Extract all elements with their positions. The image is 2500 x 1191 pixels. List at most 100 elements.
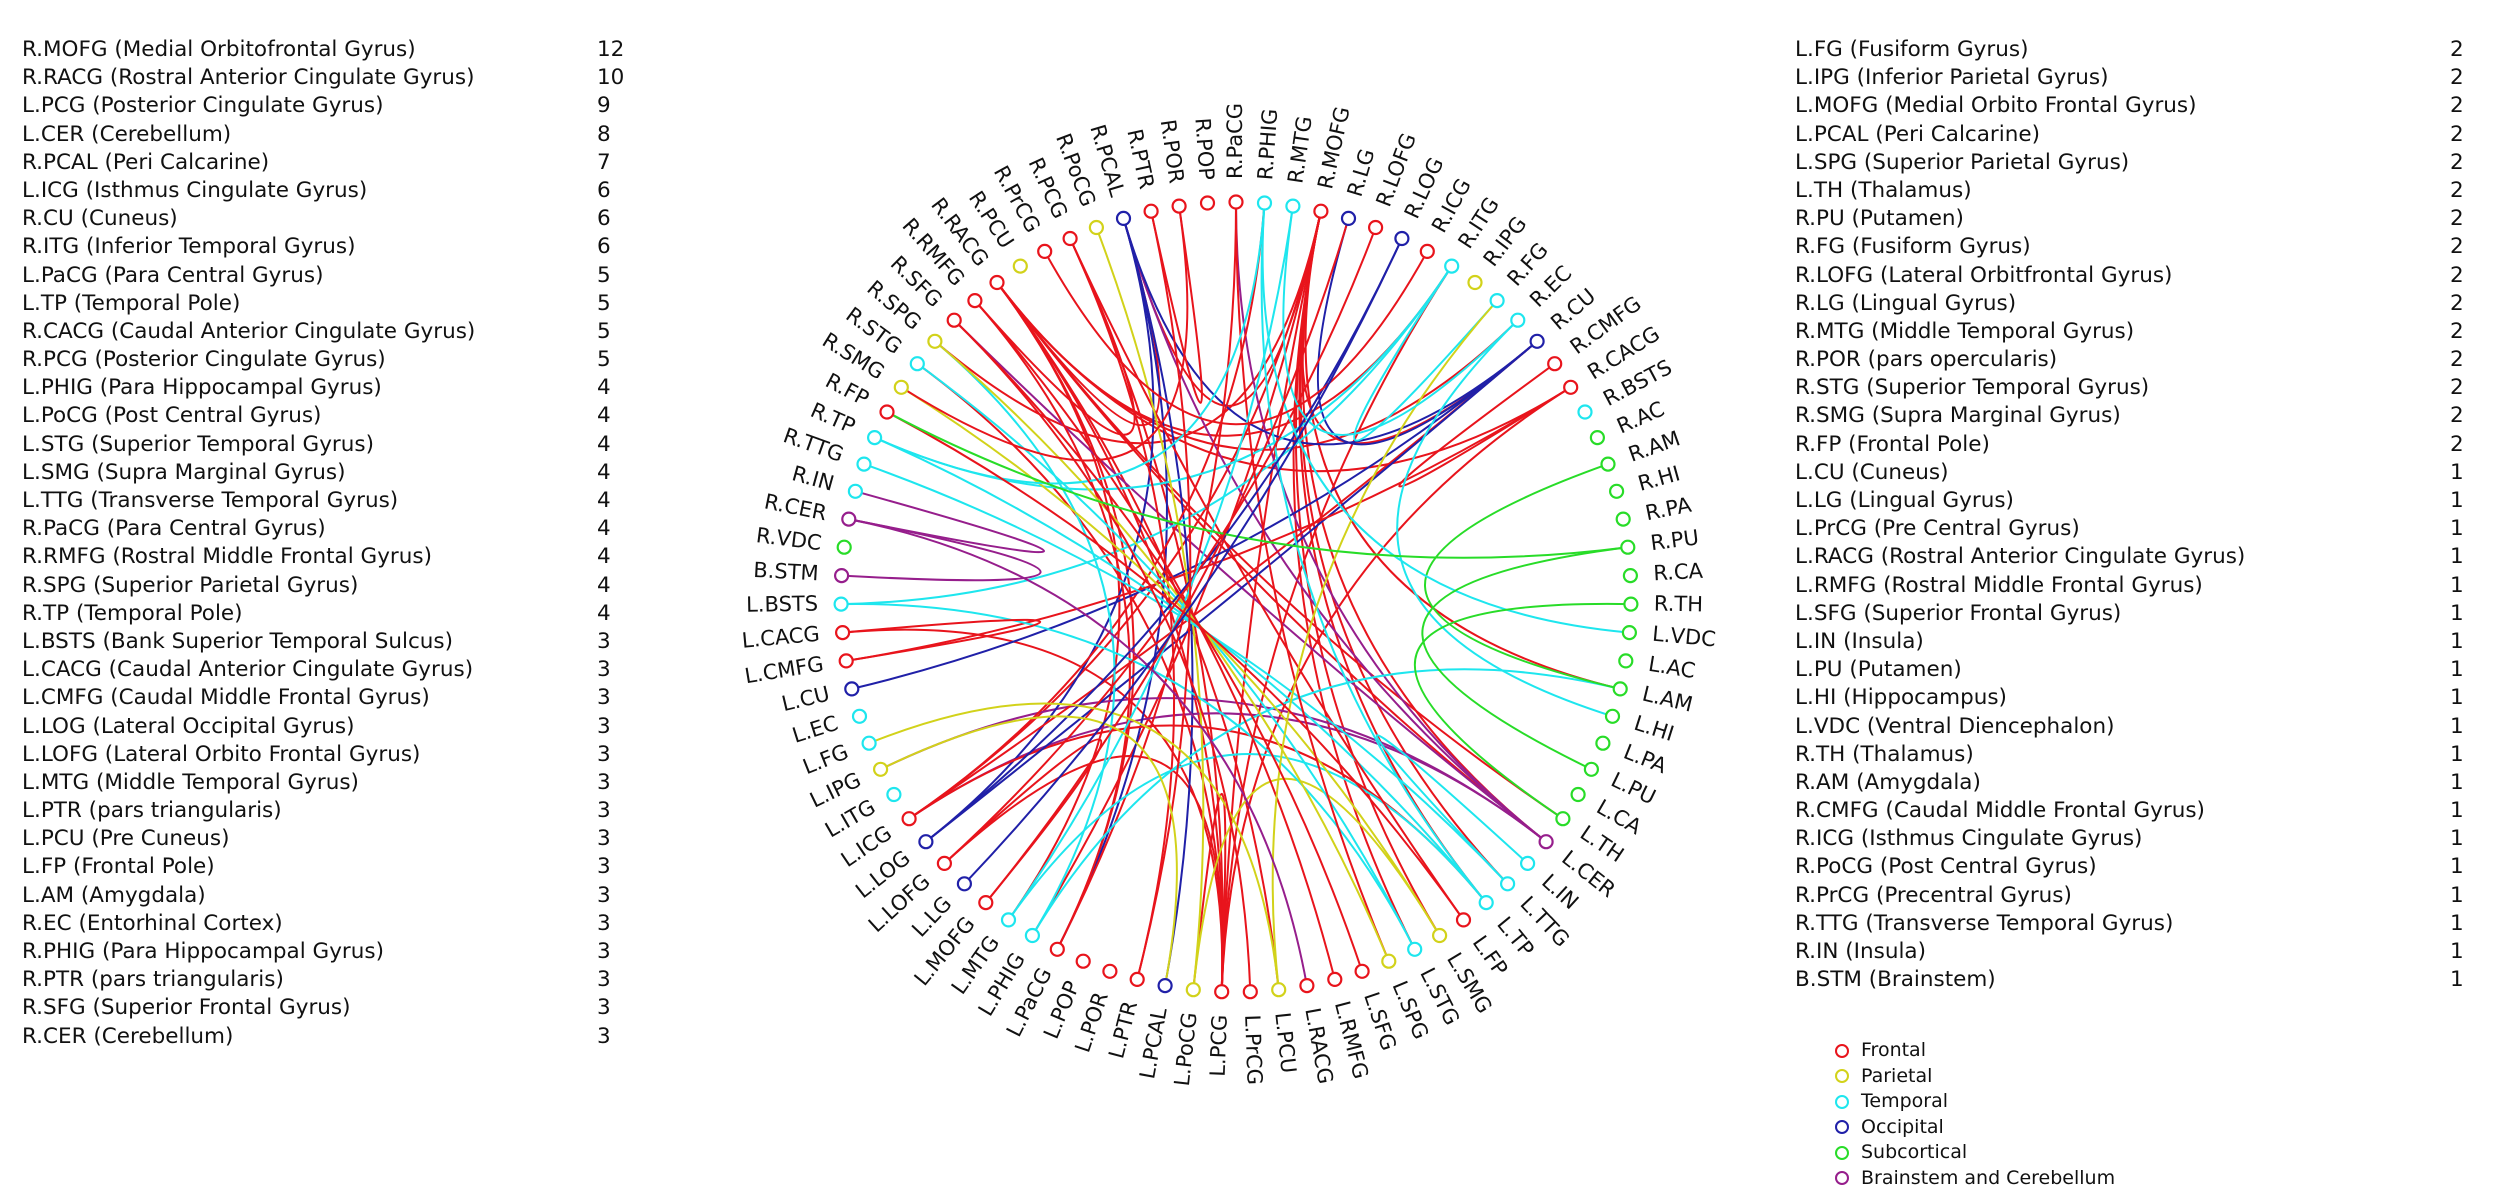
list-item: L.RMFG (Rostral Middle Frontal Gyrus) 1 bbox=[1795, 572, 2485, 600]
region-label: L.CU (Cuneus) bbox=[1795, 459, 1949, 485]
list-item: L.PTR (pars triangularis) 3 bbox=[22, 797, 632, 825]
list-item: L.AM (Amygdala) 3 bbox=[22, 882, 632, 910]
region-node bbox=[1214, 984, 1230, 1000]
list-item: R.TH (Thalamus) 1 bbox=[1795, 741, 2485, 769]
region-node bbox=[946, 312, 962, 328]
region-label: R.SMG (Supra Marginal Gyrus) bbox=[1795, 403, 2121, 429]
connection-edge bbox=[925, 340, 1538, 843]
region-node-label: L.AC bbox=[1647, 652, 1697, 683]
region-label: B.STM (Brainstem) bbox=[1795, 967, 1996, 993]
list-item: R.IN (Insula) 1 bbox=[1795, 938, 2485, 966]
region-node bbox=[1595, 735, 1611, 751]
connection-edge bbox=[1398, 362, 1572, 488]
region-label: L.PCAL (Peri Calcarine) bbox=[1795, 121, 2040, 147]
connection-edge bbox=[874, 202, 1266, 485]
region-node-label: R.HI bbox=[1635, 461, 1682, 496]
connection-count: 2 bbox=[2450, 177, 2464, 203]
connection-count: 2 bbox=[2450, 403, 2464, 429]
region-label: R.PU (Putamen) bbox=[1795, 206, 1964, 232]
chord-diagram: R.PaCG R.PHIG R.MTGR.MOFGR.LGR.LOFGR.LOGR.… bbox=[741, 103, 1717, 1087]
region-node bbox=[1589, 430, 1606, 446]
region-node bbox=[1620, 539, 1636, 555]
list-item: L.STG (Superior Temporal Gyrus) 4 bbox=[22, 431, 632, 459]
region-node bbox=[1612, 681, 1628, 697]
region-node bbox=[989, 274, 1005, 291]
region-node bbox=[1583, 761, 1600, 777]
region-node bbox=[1075, 953, 1091, 969]
connection-count: 4 bbox=[597, 459, 611, 485]
connection-count: 2 bbox=[2450, 65, 2464, 91]
region-label: R.PTR (pars triangularis) bbox=[22, 967, 284, 993]
region-node bbox=[841, 511, 857, 527]
region-node bbox=[1570, 786, 1586, 803]
connection-edge bbox=[842, 618, 1042, 662]
region-node bbox=[1185, 982, 1201, 998]
region-node bbox=[901, 811, 917, 827]
lobe-legend: Frontal Parietal Temporal Occipital Subcorti… bbox=[1835, 1038, 2115, 1191]
list-item: R.FP (Frontal Pole) 2 bbox=[1795, 431, 2485, 459]
region-node-label: R.TH bbox=[1654, 592, 1704, 617]
region-node-label: R.PHIG bbox=[1253, 108, 1282, 181]
list-item: L.ICG (Isthmus Cingulate Gyrus) 6 bbox=[22, 177, 632, 205]
list-item: R.PCG (Posterior Cingulate Gyrus) 5 bbox=[22, 346, 632, 374]
connection-edge bbox=[943, 227, 1377, 865]
region-label: L.CACG (Caudal Anterior Cingulate Gyrus) bbox=[22, 657, 474, 683]
region-node bbox=[867, 430, 883, 446]
legend-label: Brainstem and Cerebellum bbox=[1861, 1166, 2116, 1189]
list-item: R.AM (Amygdala) 1 bbox=[1795, 769, 2485, 797]
list-item: R.MOFG (Medial Orbitofrontal Gyrus) 12 bbox=[22, 36, 632, 64]
region-node bbox=[873, 761, 889, 777]
list-item: L.SFG (Superior Frontal Gyrus) 1 bbox=[1795, 600, 2485, 628]
connection-count: 1 bbox=[2450, 572, 2464, 598]
connection-count: 4 bbox=[597, 572, 611, 598]
region-node bbox=[1088, 219, 1104, 236]
region-label: R.FP (Frontal Pole) bbox=[1795, 431, 1990, 457]
connection-edge bbox=[848, 518, 1308, 986]
legend-label: Parietal bbox=[1861, 1064, 1933, 1087]
region-node-label: R.PU bbox=[1649, 525, 1700, 555]
region-label: L.BSTS (Bank Superior Temporal Sulcus) bbox=[22, 628, 454, 654]
region-node bbox=[851, 708, 868, 724]
connection-count: 4 bbox=[597, 488, 611, 513]
legend-marker bbox=[1835, 1069, 1849, 1084]
region-node-label: L.CACG bbox=[741, 622, 821, 653]
region-node bbox=[1394, 230, 1410, 247]
chord-node-labels: R.PaCG R.PHIG R.MTGR.MOFGR.LGR.LOFGR.LOGR.… bbox=[741, 103, 1717, 1087]
connection-count: 2 bbox=[2450, 206, 2464, 232]
connection-count: 3 bbox=[597, 967, 611, 993]
legend-item: Brainstem and Cerebellum bbox=[1835, 1166, 2115, 1191]
region-node bbox=[1049, 941, 1065, 957]
connection-count: 6 bbox=[597, 177, 611, 203]
connection-count: 2 bbox=[2450, 37, 2464, 62]
region-node-label: L.VDC bbox=[1651, 622, 1716, 652]
list-item: L.LG (Lingual Gyrus) 1 bbox=[1795, 487, 2485, 515]
connection-edge bbox=[996, 281, 1280, 990]
connection-count: 5 bbox=[597, 347, 611, 373]
list-item: L.IPG (Inferior Parietal Gyrus) 2 bbox=[1795, 64, 2485, 92]
region-label: L.PaCG (Para Central Gyrus) bbox=[22, 262, 324, 288]
list-item: L.TTG (Transverse Temporal Gyrus) 4 bbox=[22, 487, 632, 515]
region-node-label: R.PaCG bbox=[1223, 103, 1247, 179]
region-node bbox=[1547, 356, 1563, 372]
connection-edge bbox=[1043, 250, 1429, 426]
connection-edge bbox=[916, 362, 1224, 992]
region-node bbox=[836, 539, 852, 555]
list-item: L.PCG (Posterior Cingulate Gyrus) 9 bbox=[22, 92, 632, 120]
connection-edge bbox=[1069, 238, 1176, 980]
connection-count: 3 bbox=[597, 769, 611, 795]
region-node-label: L.RACG bbox=[1300, 1006, 1337, 1086]
region-node bbox=[1444, 258, 1460, 274]
legend-marker bbox=[1835, 1094, 1849, 1109]
region-node bbox=[1012, 258, 1028, 274]
list-item: L.PCU (Pre Cuneus) 3 bbox=[22, 825, 632, 853]
region-label: R.RACG (Rostral Anterior Cingulate Gyrus… bbox=[22, 65, 475, 91]
region-node bbox=[909, 356, 925, 372]
region-node bbox=[1256, 195, 1273, 211]
list-item: L.HI (Hippocampus) 1 bbox=[1795, 684, 2485, 712]
list-item: L.VDC (Ventral Diencephalon) 1 bbox=[1795, 713, 2485, 741]
connection-edge bbox=[886, 411, 1465, 921]
legend-marker bbox=[1835, 1145, 1849, 1160]
connection-edge bbox=[974, 238, 1136, 436]
region-node-label: L.CMFG bbox=[743, 652, 825, 689]
connection-count: 10 bbox=[597, 65, 625, 91]
